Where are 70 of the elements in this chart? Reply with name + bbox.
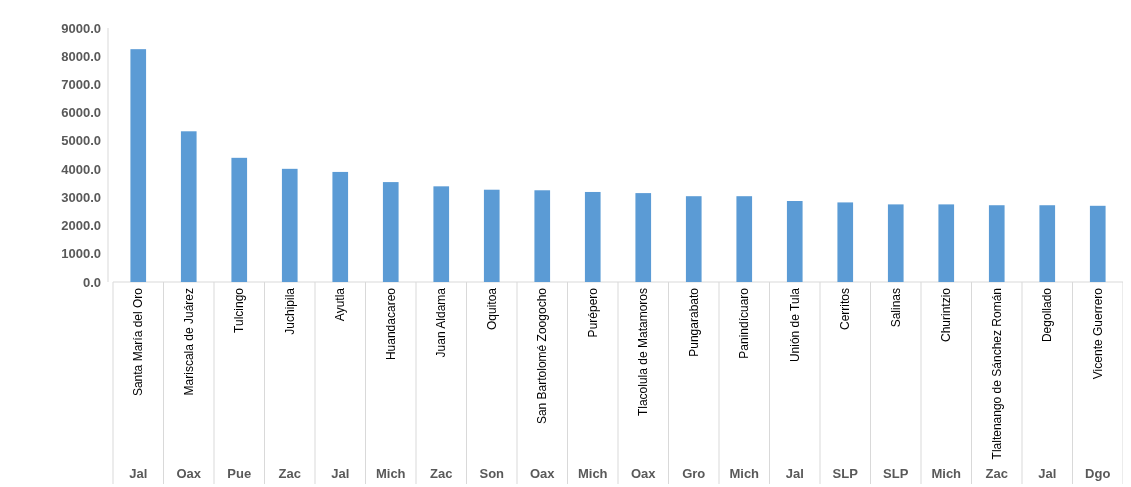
- x-tick-label: Panindícuaro: [737, 287, 752, 359]
- bar: [988, 205, 1005, 282]
- text: Son: [479, 466, 505, 481]
- x-tick-label: Tulcingo: [232, 287, 247, 333]
- bar: [382, 182, 399, 282]
- text: Zac: [278, 466, 301, 481]
- text: Oax: [176, 466, 202, 481]
- bar: [1039, 205, 1056, 282]
- bar: [231, 157, 248, 282]
- x-tick-label: Tlaltenango de Sánchez Román: [989, 288, 1004, 460]
- y-tick-label: 7000.0: [61, 76, 101, 92]
- bar: [534, 190, 551, 282]
- x-tick-label: Mariscala de Juárez: [181, 288, 196, 396]
- bar: [433, 186, 450, 282]
- text: Jal: [129, 466, 148, 481]
- text: SLP: [883, 466, 909, 481]
- x-tick-label: Ayutla: [333, 287, 348, 322]
- x-tick-label: Santa María del Oro: [131, 287, 146, 397]
- bar: [332, 171, 349, 282]
- bar: [180, 131, 197, 282]
- text: Gro: [682, 466, 706, 481]
- text: Pue: [227, 466, 252, 481]
- bar: [837, 202, 854, 282]
- text: Jal: [785, 466, 804, 481]
- y-tick-label: 6000.0: [61, 105, 101, 121]
- x-tick-label: Cerritos: [838, 288, 853, 331]
- x-tick-label: Degollado: [1040, 287, 1055, 343]
- text: Mich: [577, 466, 608, 481]
- x-tick-label: Oquitoa: [484, 287, 499, 331]
- y-tick-label: 5000.0: [61, 133, 101, 149]
- text: Zac: [985, 466, 1008, 481]
- x-tick-label: Churintzio: [939, 287, 954, 343]
- y-tick-label: 4000.0: [61, 161, 101, 177]
- bar: [786, 201, 803, 282]
- bar: [130, 49, 147, 282]
- x-tick-label: Purépero: [585, 287, 600, 338]
- y-tick-label: 8000.0: [61, 48, 101, 64]
- text: Oax: [529, 466, 556, 481]
- y-tick-label: 0.0: [82, 274, 101, 290]
- text: Jal: [1038, 466, 1057, 481]
- text: SLP: [832, 466, 859, 481]
- x-tick-label: San Bartolomé Zoogocho: [535, 287, 550, 425]
- bar: [483, 189, 500, 282]
- x-tick-label: Juan Aldama: [434, 287, 449, 358]
- y-tick-label: 3000.0: [61, 189, 101, 205]
- bar: [584, 191, 601, 282]
- x-tick-label: Salinas: [888, 288, 903, 328]
- x-tick-label: Juchipila: [282, 287, 297, 335]
- bar: [1089, 205, 1106, 282]
- text: Oax: [630, 466, 657, 481]
- text: Jal: [331, 466, 350, 481]
- text: Mich: [729, 466, 760, 481]
- y-tick-label: 2000.0: [61, 218, 101, 234]
- x-tick-label: Tlacolula de Matamoros: [636, 288, 651, 417]
- text: Mich: [375, 466, 406, 481]
- x-tick-label: Huandacareo: [383, 287, 398, 361]
- bar: [635, 193, 652, 282]
- x-tick-label: Pungarabato: [686, 287, 701, 357]
- x-tick-label: Vicente Guerrero: [1090, 287, 1105, 380]
- y-tick-label: 1000.0: [61, 246, 101, 262]
- text: Dgo: [1085, 466, 1111, 481]
- bar: [281, 168, 298, 282]
- y-tick-label: 9000.0: [61, 20, 101, 36]
- text: Mich: [931, 466, 962, 481]
- bar: [887, 204, 904, 282]
- text: Zac: [430, 466, 453, 481]
- x-tick-label: Unión de Tula: [787, 287, 802, 363]
- bar: [736, 196, 753, 282]
- bar: [938, 204, 955, 282]
- bar: [685, 196, 702, 282]
